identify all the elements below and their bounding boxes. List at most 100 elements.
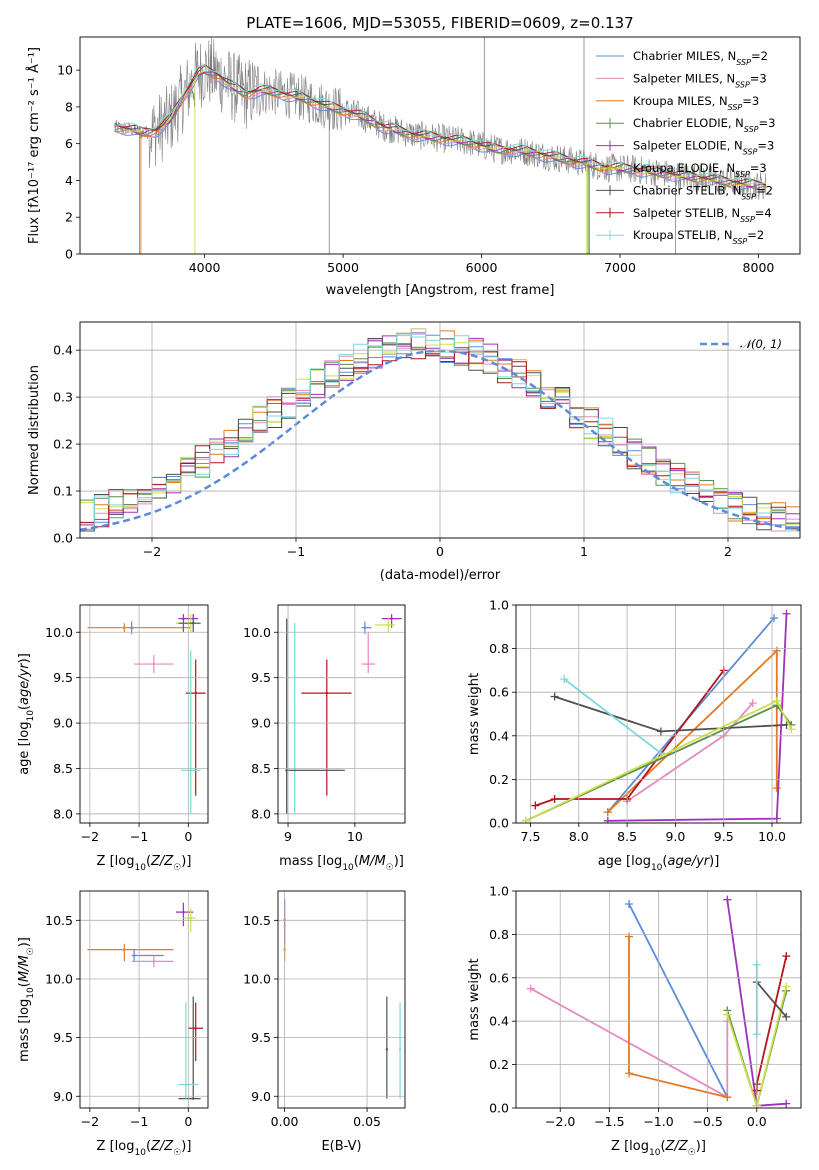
y-tick-label: 0.8: [489, 927, 509, 942]
y-tick-label: 0.2: [53, 437, 73, 452]
y-tick-label: 0.4: [489, 1014, 509, 1029]
y-tick-label: 8.5: [251, 761, 271, 776]
panel-age-vs-Z: −2 −1 0 8.0 8.5 9.0 9.5 10.0 Z [log10(Z/Z☉)] age …: [17, 604, 209, 873]
axes-frame: [79, 321, 801, 539]
y-tick-label: 4: [65, 173, 73, 188]
x-tick-label: −0.5: [692, 1114, 722, 1129]
data-point: [398, 1048, 402, 1051]
x-tick-label: 2: [724, 544, 732, 559]
series-line: [626, 702, 754, 802]
series-marker: [603, 816, 612, 823]
series-marker: [787, 725, 796, 734]
series-line: [554, 695, 787, 733]
axes-frame: [515, 890, 802, 1109]
panel-spectrum: 4000 5000 6000 7000 8000 0 2 4 6 8 10 wavelength [A…: [26, 36, 801, 298]
data-point: [194, 691, 197, 695]
y-axis-label: Normed distribution: [27, 365, 42, 495]
series-line: [535, 669, 725, 807]
y-axis-label: mass [log10(M/M☉)]: [17, 937, 36, 1062]
series-marker: [723, 1093, 732, 1102]
legend-label: Chabrier ELODIE, NSSP=3: [633, 116, 775, 134]
series-marker: [769, 614, 778, 623]
y-tick-label: 0.4: [53, 343, 73, 358]
data-point: [152, 662, 156, 666]
y-tick-label: 9.5: [53, 670, 73, 685]
y-tick-label: 9.0: [251, 716, 271, 731]
axes-frame: [79, 36, 801, 255]
x-tick-label: −1.5: [594, 1114, 624, 1129]
x-axis-label: age [log10(age/yr)]: [598, 854, 720, 873]
y-tick-label: 0.0: [489, 816, 509, 831]
plot-area-mass-vs-ebv: [283, 899, 402, 1099]
y-tick-label: 9.0: [251, 1089, 271, 1104]
x-tick-label: 0.05: [353, 1114, 381, 1129]
panel-age-vs-mass: 9 10 8.0 8.5 9.0 9.5 10.0 mass [log10(M/M☉)]: [243, 604, 406, 873]
series-line: [756, 981, 787, 1018]
data-point: [182, 910, 185, 914]
x-tick-label: 4000: [189, 260, 221, 275]
x-tick-label: −2: [143, 544, 161, 559]
y-tick-label: 10.0: [45, 625, 73, 640]
x-tick-label: 8.0: [569, 829, 589, 844]
x-tick-label: −2.0: [545, 1114, 575, 1129]
data-point: [387, 623, 390, 627]
series-marker: [625, 900, 634, 909]
plot-area-age-vs-mass: [284, 614, 402, 814]
x-axis-label: Z [log10(Z/Z☉)]: [97, 1139, 192, 1158]
legend-label: Salpeter STELIB, NSSP=4: [633, 206, 772, 224]
series-marker: [748, 699, 757, 708]
data-point: [123, 948, 126, 951]
y-tick-label: 10.0: [45, 971, 73, 986]
series-marker: [782, 952, 791, 961]
y-tick-label: 0: [65, 247, 73, 262]
y-tick-label: 0.2: [489, 1057, 509, 1072]
x-tick-label: 0: [184, 1114, 192, 1129]
x-tick-label: 1: [580, 544, 588, 559]
y-axis-label: Flux [fλ10⁻¹⁷ erg cm⁻² s⁻¹ Å⁻¹]: [26, 47, 42, 244]
x-tick-label: 0: [436, 544, 444, 559]
y-tick-label: 0.3: [53, 390, 73, 405]
y-tick-label: 0.6: [489, 970, 509, 985]
x-axis-label: Z [log10(Z/Z☉)]: [611, 1139, 706, 1158]
y-tick-label: 9.5: [251, 1030, 271, 1045]
series-marker: [550, 795, 559, 804]
series-marker: [782, 1099, 791, 1108]
y-tick-label: 0.0: [489, 1101, 509, 1116]
series-marker: [521, 816, 530, 823]
y-tick-label: 0.4: [489, 728, 509, 743]
legend-label: Kroupa ELODIE, NSSP=3: [633, 161, 767, 179]
model-curve: [114, 71, 766, 192]
axes-frame: [515, 604, 802, 824]
data-point: [325, 691, 328, 695]
y-tick-label: 0.1: [53, 484, 73, 499]
plot-area-mass-vs-Z: [87, 902, 204, 1100]
x-tick-label: 8.5: [617, 829, 637, 844]
panel-massweight-vs-Z: −2.0 −1.5 −1.0 −0.5 0.0 0.0 0.2 0.4 0.6 0.8 1.0 Z […: [467, 884, 802, 1158]
panel-residuals: −2 −1 0 1 2 0.0 0.1 0.2 0.3 0.4 (data-model)/error…: [27, 321, 801, 583]
series-line: [628, 903, 729, 1098]
y-tick-label: 8.0: [53, 806, 73, 821]
x-tick-label: 6000: [466, 260, 498, 275]
x-tick-label: 9.0: [665, 829, 685, 844]
y-tick-label: 9.5: [53, 1030, 73, 1045]
data-point: [130, 626, 133, 629]
legend-label: Chabrier MILES, NSSP=2: [633, 49, 768, 67]
data-point: [152, 960, 156, 963]
y-tick-label: 8.0: [251, 806, 271, 821]
y-axis-label: mass weight: [467, 673, 482, 755]
series-marker: [782, 1012, 791, 1021]
y-tick-label: 10.5: [243, 913, 271, 928]
series-marker: [603, 808, 612, 817]
x-tick-label: 5000: [327, 260, 359, 275]
y-axis-label: mass weight: [467, 958, 482, 1040]
y-tick-label: 6: [65, 136, 73, 151]
x-tick-label: 0.00: [271, 1114, 299, 1129]
legend-label: Kroupa STELIB, NSSP=2: [633, 228, 764, 246]
panel-massweight-vs-age: 7.5 8.0 8.5 9.0 9.5 10.0 0.0 0.2 0.4 0.6 0.8 1.0 age…: [467, 598, 802, 873]
panel-mass-vs-ebv: 0.00 0.05 9.0 9.5 10.0 10.5 E(B-V): [243, 890, 406, 1154]
data-point: [184, 1083, 188, 1086]
data-point: [285, 769, 288, 772]
x-tick-label: −2: [81, 1114, 99, 1129]
y-tick-label: 10: [57, 63, 73, 78]
